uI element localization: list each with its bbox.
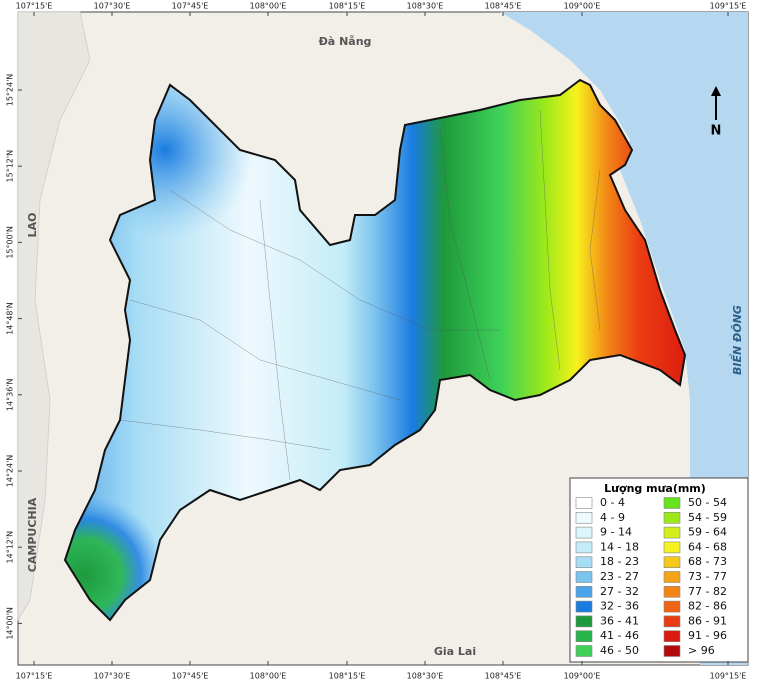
legend-label: 64 - 68 bbox=[688, 540, 727, 553]
legend-swatch bbox=[663, 600, 681, 613]
legend-swatch bbox=[663, 571, 681, 583]
legend-swatch bbox=[575, 526, 593, 539]
legend-label: 36 - 41 bbox=[600, 614, 639, 627]
legend-label: 4 - 9 bbox=[600, 511, 625, 524]
lat-label: 15°24'N bbox=[6, 74, 15, 107]
legend-swatch bbox=[663, 541, 681, 554]
legend-label: 46 - 50 bbox=[600, 644, 639, 657]
place-label: LAO bbox=[26, 213, 39, 238]
legend-label: 54 - 59 bbox=[688, 511, 727, 524]
lon-label: 108°30'E bbox=[407, 2, 444, 11]
lon-label: 109°00'E bbox=[564, 672, 601, 681]
lon-label: 108°00'E bbox=[250, 2, 287, 11]
legend-label: 23 - 27 bbox=[600, 570, 639, 583]
legend-swatch bbox=[575, 497, 593, 509]
legend-label: 82 - 86 bbox=[688, 600, 727, 613]
legend-swatch bbox=[663, 630, 681, 643]
north-label: N bbox=[711, 124, 722, 139]
legend-label: 0 - 4 bbox=[600, 496, 625, 509]
lat-label: 14°00'N bbox=[6, 607, 15, 640]
legend-swatch bbox=[575, 541, 593, 554]
lon-label: 108°45'E bbox=[485, 672, 522, 681]
lon-label: 107°15'E bbox=[16, 672, 53, 681]
lat-label: 14°48'N bbox=[6, 302, 15, 335]
neighbor-country bbox=[17, 11, 91, 622]
legend-label: 73 - 77 bbox=[688, 570, 727, 583]
legend-swatch bbox=[663, 645, 681, 657]
place-label: Gia Lai bbox=[434, 645, 476, 658]
legend-label: 86 - 91 bbox=[688, 614, 727, 627]
legend-swatch bbox=[663, 585, 681, 598]
legend-label: 14 - 18 bbox=[600, 540, 639, 553]
lon-label: 109°15'E bbox=[710, 2, 747, 11]
legend-label: 27 - 32 bbox=[600, 585, 639, 598]
legend-swatch bbox=[575, 615, 593, 628]
legend-swatch bbox=[575, 645, 593, 657]
legend-swatch bbox=[575, 630, 593, 643]
place-label: CAMPUCHIA bbox=[26, 497, 39, 572]
legend-swatch bbox=[575, 600, 593, 613]
legend-label: 77 - 82 bbox=[688, 585, 727, 598]
place-label: BIỂN ĐÔNG bbox=[729, 305, 744, 375]
legend-label: 18 - 23 bbox=[600, 555, 639, 568]
legend-swatch bbox=[575, 585, 593, 598]
place-label: Đà Nẵng bbox=[319, 35, 372, 48]
legend-swatch bbox=[575, 571, 593, 583]
lon-label: 108°15'E bbox=[329, 2, 366, 11]
legend-label: 41 - 46 bbox=[600, 629, 639, 642]
lon-label: 109°15'E bbox=[710, 672, 747, 681]
sea bbox=[500, 12, 748, 665]
legend-label: 32 - 36 bbox=[600, 600, 639, 613]
legend-swatch bbox=[575, 556, 593, 569]
lon-label: 107°15'E bbox=[16, 2, 53, 11]
lon-label: 107°45'E bbox=[172, 672, 209, 681]
legend-title: Lượng mưa(mm) bbox=[604, 482, 706, 495]
legend-label: 91 - 96 bbox=[688, 629, 727, 642]
lon-label: 108°15'E bbox=[329, 672, 366, 681]
lat-label: 15°12'N bbox=[6, 150, 15, 183]
lon-label: 107°45'E bbox=[172, 2, 209, 11]
lat-label: 14°36'N bbox=[6, 379, 15, 412]
legend-label: > 96 bbox=[688, 644, 715, 657]
province-border bbox=[63, 78, 687, 622]
lon-label: 108°00'E bbox=[250, 672, 287, 681]
lon-label: 107°30'E bbox=[94, 2, 131, 11]
lon-label: 108°45'E bbox=[485, 2, 522, 11]
legend-label: 50 - 54 bbox=[688, 496, 727, 509]
legend bbox=[569, 477, 749, 663]
legend-swatch bbox=[663, 497, 681, 509]
legend-label: 59 - 64 bbox=[688, 526, 727, 539]
legend-swatch bbox=[663, 556, 681, 569]
legend-swatch bbox=[663, 615, 681, 628]
legend-swatch bbox=[575, 511, 593, 524]
lat-label: 15°00'N bbox=[6, 226, 15, 259]
lon-label: 109°00'E bbox=[564, 2, 601, 11]
lon-label: 108°30'E bbox=[407, 672, 444, 681]
legend-label: 68 - 73 bbox=[688, 555, 727, 568]
north-arrow-head bbox=[711, 86, 721, 96]
lat-label: 14°12'N bbox=[6, 531, 15, 564]
legend-swatch bbox=[663, 511, 681, 524]
legend-label: 9 - 14 bbox=[600, 526, 632, 539]
lat-label: 14°24'N bbox=[6, 455, 15, 488]
legend-swatch bbox=[663, 526, 681, 539]
lon-label: 107°30'E bbox=[94, 672, 131, 681]
